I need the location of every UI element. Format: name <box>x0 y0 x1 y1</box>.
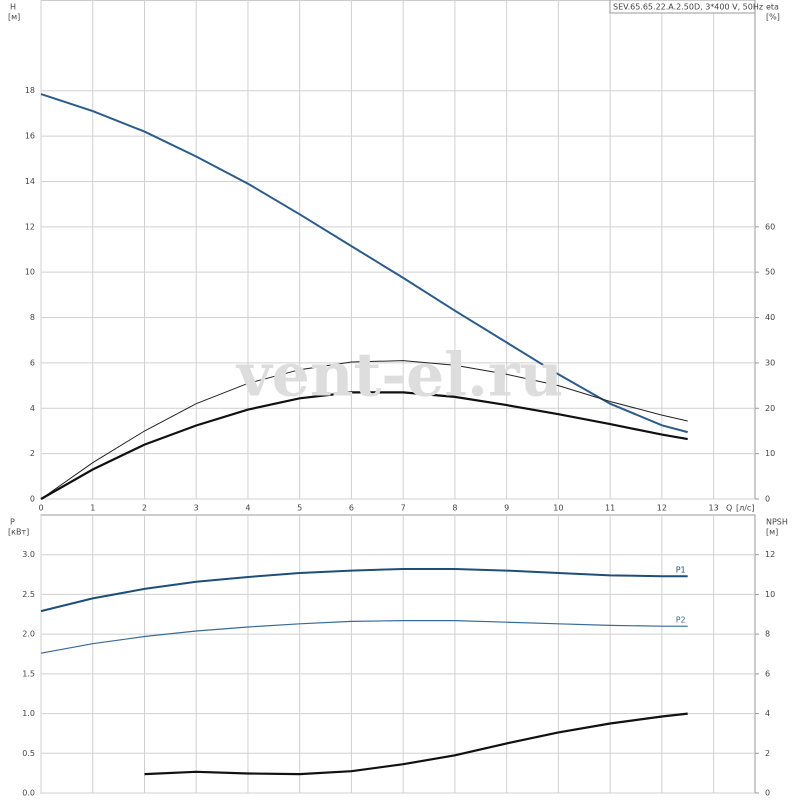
x-tick-label: 13 <box>709 504 719 513</box>
curve <box>40 391 688 500</box>
series-label: P1 <box>676 566 686 575</box>
y-tick-label: 4 <box>30 404 35 413</box>
y-tick-label: 12 <box>25 222 35 231</box>
curve <box>40 620 688 654</box>
series-label: P2 <box>676 616 686 625</box>
y-axis-label: H <box>10 3 16 12</box>
y2-tick-label: 10 <box>765 590 775 599</box>
y-tick-label: 3.0 <box>22 550 35 559</box>
x-tick-label: 9 <box>504 504 509 513</box>
y-tick-label: 1.0 <box>22 709 35 718</box>
x-axis-unit: [л/с] <box>736 504 754 513</box>
curve <box>144 712 688 776</box>
chart-title: SEV.65.65.22.A.2.50D, 3*400 V, 50Hz <box>613 3 763 12</box>
x-tick-label: 3 <box>194 504 199 513</box>
x-tick-label: 2 <box>142 504 147 513</box>
x-tick-label: 12 <box>657 504 667 513</box>
y-axis-unit: [кВт] <box>8 528 29 537</box>
y-axis-unit: [м] <box>8 13 20 22</box>
y-tick-label: 2 <box>30 449 35 458</box>
y-tick-label: 10 <box>25 268 35 277</box>
y2-tick-label: 50 <box>765 268 775 277</box>
x-tick-label: 6 <box>349 504 354 513</box>
y-tick-label: 14 <box>25 177 35 186</box>
y-tick-label: 0 <box>30 495 35 504</box>
y-tick-label: 6 <box>30 358 35 367</box>
x-tick-label: 8 <box>452 504 457 513</box>
x-tick-label: 10 <box>553 504 563 513</box>
y2-axis-label: eta <box>766 3 779 12</box>
x-tick-label: 5 <box>297 504 302 513</box>
curve <box>40 360 688 500</box>
x-tick-label: 4 <box>245 504 250 513</box>
x-tick-label: 7 <box>401 504 406 513</box>
y-tick-label: 8 <box>30 313 35 322</box>
y2-tick-label: 12 <box>765 550 775 559</box>
y2-axis-unit: [м] <box>766 528 778 537</box>
x-tick-label: 0 <box>38 504 43 513</box>
y2-tick-label: 0 <box>765 789 770 798</box>
x-tick-label: 11 <box>605 504 615 513</box>
y-tick-label: 18 <box>25 86 35 95</box>
curve <box>40 568 688 613</box>
y-tick-label: 0.0 <box>22 789 35 798</box>
y2-tick-label: 10 <box>765 449 775 458</box>
y2-tick-label: 0 <box>765 495 770 504</box>
y2-tick-label: 8 <box>765 630 770 639</box>
watermark: vent-el.ru <box>235 341 563 411</box>
y-tick-label: 0.5 <box>22 749 35 758</box>
plot-frame <box>40 514 756 794</box>
title-box <box>609 0 756 14</box>
plot-frame <box>40 0 756 500</box>
y2-tick-label: 6 <box>765 669 770 678</box>
y2-tick-label: 2 <box>765 749 770 758</box>
y-axis-label: P <box>10 518 15 527</box>
y2-tick-label: 20 <box>765 404 775 413</box>
x-tick-label: 1 <box>90 504 95 513</box>
y2-tick-label: 40 <box>765 313 775 322</box>
y-tick-label: 16 <box>25 132 35 141</box>
x-axis-label: Q <box>726 504 732 513</box>
y-tick-label: 1.5 <box>22 669 35 678</box>
y-tick-label: 2.0 <box>22 630 35 639</box>
y2-tick-label: 60 <box>765 222 775 231</box>
y2-tick-label: 30 <box>765 358 775 367</box>
y-tick-label: 2.5 <box>22 590 35 599</box>
y2-axis-unit: [%] <box>766 13 780 22</box>
y2-tick-label: 4 <box>765 709 770 718</box>
y2-axis-label: NPSH <box>766 518 788 527</box>
